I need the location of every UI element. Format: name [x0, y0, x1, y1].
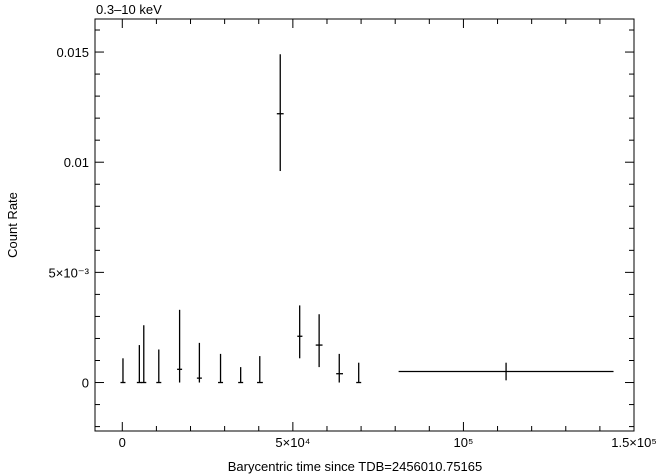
chart-title: 0.3–10 keV — [96, 2, 162, 17]
x-tick-label: 1.5×10⁵ — [611, 435, 657, 450]
x-tick-label: 5×10⁴ — [275, 435, 310, 450]
y-tick-label: 0 — [82, 376, 89, 391]
data-point — [218, 353, 224, 384]
data-point — [136, 345, 142, 384]
y-axis-ticks: 0 5×10⁻³ 0.01 0.015 — [49, 29, 634, 428]
y-tick-label: 5×10⁻³ — [49, 265, 90, 280]
data-point — [276, 54, 284, 172]
data-points — [120, 54, 614, 384]
y-tick-label: 0.01 — [64, 155, 89, 170]
data-point — [297, 305, 303, 359]
data-point — [141, 325, 147, 384]
plot-frame — [94, 18, 635, 432]
x-axis-ticks: 0 5×10⁴ 10⁵ 1.5×10⁵ — [119, 19, 657, 450]
data-point — [156, 349, 162, 384]
x-tick-label: 0 — [119, 435, 126, 450]
data-point — [177, 309, 183, 383]
x-tick-label: 10⁵ — [454, 435, 474, 450]
data-point — [196, 342, 202, 383]
data-point — [336, 353, 344, 383]
data-point — [120, 358, 126, 384]
data-point — [315, 314, 323, 368]
y-tick-label: 0.015 — [56, 45, 89, 60]
data-point — [257, 356, 263, 384]
data-point — [238, 367, 244, 384]
y-axis-label: Count Rate — [5, 192, 20, 258]
data-point — [398, 362, 614, 381]
x-axis-label: Barycentric time since TDB=2456010.75165 — [228, 459, 483, 474]
data-point — [356, 362, 362, 384]
